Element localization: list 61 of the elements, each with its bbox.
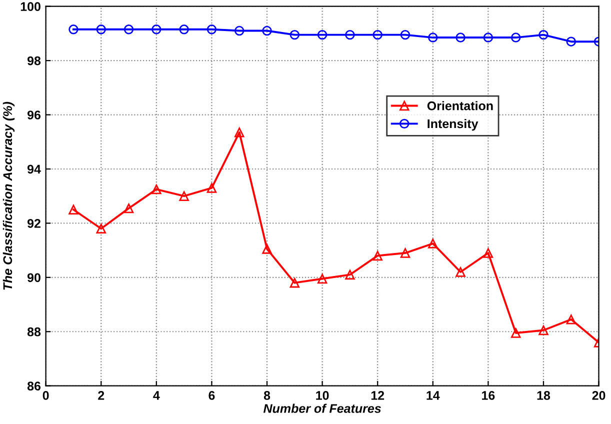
point xyxy=(538,325,548,336)
x-axis-title: Number of Features xyxy=(263,404,381,413)
point xyxy=(290,278,300,288)
point xyxy=(96,24,106,34)
point xyxy=(510,32,521,42)
y-tick-label: 90 xyxy=(27,273,40,282)
point xyxy=(510,328,521,338)
point xyxy=(400,248,410,258)
point xyxy=(538,30,548,40)
point xyxy=(290,30,300,40)
x-tick-label: 12 xyxy=(371,391,384,400)
x-tick-label: 8 xyxy=(264,391,270,400)
point xyxy=(206,183,217,193)
x-tick-label: 14 xyxy=(426,391,440,400)
point xyxy=(206,24,217,34)
point xyxy=(124,203,134,214)
point xyxy=(428,238,438,248)
y-tick-label: 98 xyxy=(27,56,41,66)
x-tick-label: 6 xyxy=(208,391,215,400)
point xyxy=(68,204,78,215)
y-tick-label: 94 xyxy=(27,164,41,174)
y-tick-label: 92 xyxy=(27,219,40,228)
x-tick-label: 4 xyxy=(153,391,160,400)
x-tick-label: 16 xyxy=(482,391,495,400)
point xyxy=(262,26,272,36)
point xyxy=(179,191,189,201)
point xyxy=(345,270,355,280)
x-tick-label: 0 xyxy=(42,391,49,400)
legend-label: Intensity xyxy=(428,119,478,131)
point xyxy=(179,24,189,34)
point xyxy=(372,30,382,40)
point xyxy=(456,267,466,277)
point xyxy=(96,224,106,234)
y-axis-title: The Classification Accuracy (%) xyxy=(2,102,15,290)
point xyxy=(483,32,494,42)
y-tick-label: 88 xyxy=(27,327,41,336)
point xyxy=(124,24,134,34)
point xyxy=(317,274,328,284)
point xyxy=(317,30,328,40)
point xyxy=(262,244,272,254)
point xyxy=(234,128,244,138)
legend-label: Orientation xyxy=(427,101,493,110)
point xyxy=(68,24,78,34)
point xyxy=(456,32,466,42)
x-tick-label: 18 xyxy=(537,391,550,400)
point xyxy=(428,32,438,42)
point xyxy=(566,36,576,46)
point xyxy=(345,30,355,40)
point xyxy=(152,24,162,34)
x-tick-label: 20 xyxy=(592,391,606,400)
y-tick-label: 100 xyxy=(20,2,40,12)
y-tick-label: 96 xyxy=(27,110,41,120)
y-tick-label: 86 xyxy=(27,382,41,390)
point xyxy=(372,250,382,261)
x-tick-label: 10 xyxy=(316,391,329,400)
point xyxy=(152,184,162,194)
point xyxy=(234,26,244,36)
point xyxy=(483,248,494,258)
point xyxy=(400,30,410,40)
x-tick-label: 2 xyxy=(98,391,104,400)
point xyxy=(566,314,576,324)
